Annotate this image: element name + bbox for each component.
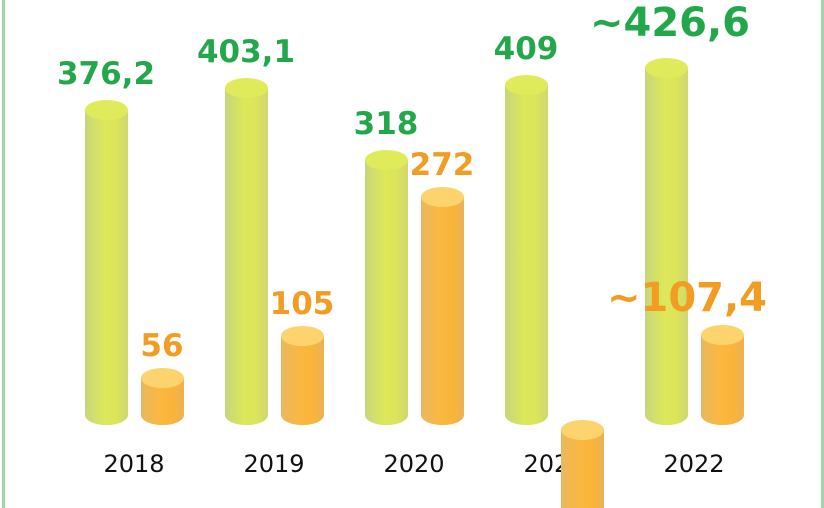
data-label-series1-2022: ~426,6 [589,0,751,46]
data-label-series2-2020: 272 [409,147,475,183]
bar-series2-2022 [701,325,744,425]
bar-series1-2019 [225,78,268,425]
left-border [2,0,5,508]
bar-cap [561,420,604,440]
bar-cap [141,368,184,388]
x-tick-label-2018: 2018 [103,450,165,478]
data-label-series1-2021: 409 [493,31,559,67]
right-border [821,0,824,508]
bar-cap [505,75,548,95]
bar-series2-2021 [561,420,604,508]
x-tick-label-2019: 2019 [243,450,305,478]
bar-cap [701,325,744,345]
bar-cap [85,100,128,120]
data-label-series2-2019: 105 [269,286,335,322]
bar-series1-2021 [505,75,548,425]
bar-cap [365,150,408,170]
data-label-series2-2022: ~107,4 [606,275,768,321]
bar-series1-2022 [645,58,688,425]
bar-series2-2020 [421,187,464,425]
data-label-series1-2020: 318 [353,106,419,142]
bar-series2-2019 [281,326,324,425]
bar-cap [421,187,464,207]
bar-cap [645,58,688,78]
bar-series1-2020 [365,150,408,425]
bar-cap [225,78,268,98]
data-label-series1-2019: 403,1 [196,34,296,70]
data-label-series1-2018: 376,2 [56,56,156,92]
bar-series2-2018 [141,368,184,425]
data-label-series2-2018: 56 [140,328,184,364]
x-tick-label-2022: 2022 [663,450,725,478]
bar-series1-2018 [85,100,128,425]
bar-cap [281,326,324,346]
x-tick-label-2020: 2020 [383,450,445,478]
